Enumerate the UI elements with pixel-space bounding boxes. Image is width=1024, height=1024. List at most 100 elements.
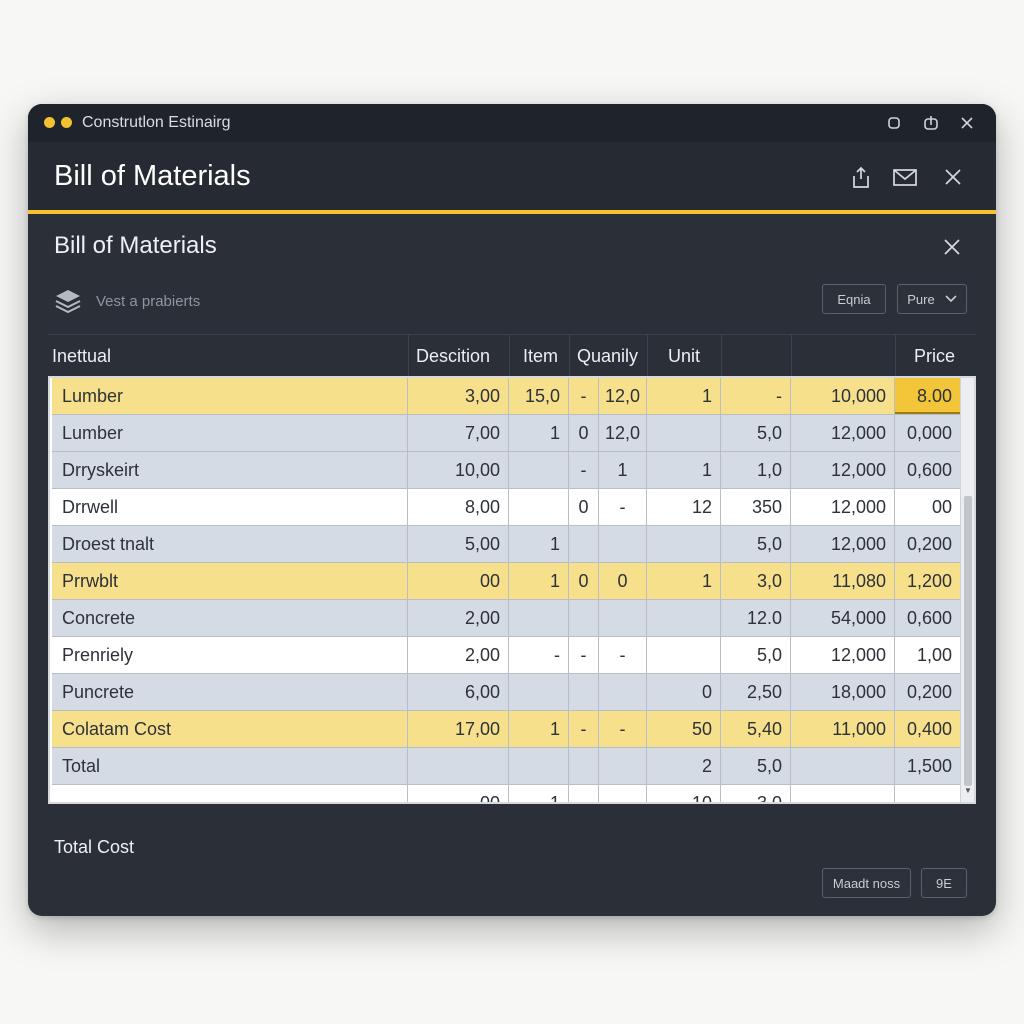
cell-item[interactable]	[509, 674, 569, 710]
cell-unit[interactable]	[647, 637, 721, 673]
cell-price[interactable]: 00	[931, 497, 952, 517]
cell-unit[interactable]: 50	[647, 711, 721, 747]
toolbar-dropdown[interactable]: Pure	[897, 284, 967, 314]
cell-qty-b[interactable]: 12,0	[599, 378, 647, 414]
cell-item[interactable]	[509, 748, 569, 784]
cell-description[interactable]: 00	[408, 785, 509, 802]
cell-description[interactable]: 10,00	[408, 452, 509, 488]
share-icon[interactable]	[848, 164, 874, 190]
table-row[interactable]: Colatam Cost 17,00 1- -50 5,40 11,000 0,400	[52, 711, 960, 748]
cell-material[interactable]: Total	[52, 748, 408, 784]
cell-unit[interactable]: 0	[647, 674, 721, 710]
column-header-description[interactable]: Descition	[416, 346, 491, 366]
cell-unit[interactable]	[647, 526, 721, 562]
cell-qty-a[interactable]	[569, 785, 599, 802]
cell-material[interactable]: Drrwell	[52, 489, 408, 525]
cell-unit[interactable]: 1	[647, 452, 721, 488]
cell-item[interactable]: -	[509, 637, 569, 673]
cell-item[interactable]: 1	[509, 563, 569, 599]
cell-unit[interactable]	[647, 600, 721, 636]
table-row[interactable]: Puncrete 6,00 0 2,50 18,000 0,200	[52, 674, 960, 711]
cell-description[interactable]: 2,00	[408, 600, 509, 636]
cell-item[interactable]: 1	[509, 785, 569, 802]
cell-item[interactable]: 1	[509, 526, 569, 562]
table-row[interactable]: Concrete 2,00 12.0 54,000 0,600	[52, 600, 960, 637]
cell-amount[interactable]	[791, 785, 895, 802]
materials-table[interactable]: Lumber 3,00 15,0-12,0 1-10,000 8.00 Lumber 7,0…	[48, 376, 976, 804]
cell-price[interactable]: 0,000	[906, 423, 952, 443]
cell-material[interactable]: Prrwblt	[52, 563, 408, 599]
cell-qty-a[interactable]	[569, 600, 599, 636]
vertical-scrollbar[interactable]: ▼	[960, 378, 974, 802]
cell-material[interactable]: Colatam Cost	[52, 711, 408, 747]
cell-item[interactable]	[509, 452, 569, 488]
cell-qty-a[interactable]: -	[569, 637, 599, 673]
cell-amount[interactable]: 12,000	[791, 452, 895, 488]
table-row[interactable]: Droest tnalt 5,00 1 5,0 12,000 0,200	[52, 526, 960, 563]
cell-description[interactable]	[408, 748, 509, 784]
cell-qty-b[interactable]: 0	[599, 563, 647, 599]
cell-amount[interactable]: 18,000	[791, 674, 895, 710]
cell-qty-b[interactable]	[599, 785, 647, 802]
minimize-icon[interactable]	[884, 113, 904, 133]
cell-material[interactable]: Puncrete	[52, 674, 408, 710]
cell-amount[interactable]: 12,000	[791, 526, 895, 562]
cell-unit-rate[interactable]: 5,0	[721, 637, 791, 673]
cell-unit-rate[interactable]: 2,50	[721, 674, 791, 710]
cell-unit[interactable]: 1	[647, 563, 721, 599]
cell-qty-b[interactable]	[599, 526, 647, 562]
footer-button-left[interactable]: Maadt noss	[822, 868, 911, 898]
panel-close-icon[interactable]	[942, 237, 962, 257]
window-dot-1[interactable]	[44, 117, 55, 128]
cell-item[interactable]	[509, 489, 569, 525]
cell-qty-a[interactable]: 0	[569, 489, 599, 525]
cell-amount[interactable]: 12,000	[791, 415, 895, 451]
column-header-material[interactable]: Inettual	[52, 346, 112, 366]
cell-material[interactable]: Drryskeirt	[52, 452, 408, 488]
cell-unit-rate[interactable]: 3,0	[721, 563, 791, 599]
cell-unit[interactable]: 10	[647, 785, 721, 802]
cell-unit[interactable]	[647, 415, 721, 451]
cell-amount[interactable]: 54,000	[791, 600, 895, 636]
cell-qty-b[interactable]	[599, 674, 647, 710]
cell-qty-b[interactable]: 12,0	[599, 415, 647, 451]
cell-material[interactable]: Prenrielу	[52, 637, 408, 673]
filter-label[interactable]: Vest a prabierts	[96, 293, 201, 310]
table-row[interactable]: Lumber 7,00 1 0 12,0 5,0 12,000 0,000	[52, 415, 960, 452]
cell-qty-b[interactable]: -	[599, 711, 647, 747]
cell-item[interactable]: 15,0	[509, 378, 569, 414]
cell-amount[interactable]	[791, 748, 895, 784]
toolbar-button-left[interactable]: Eqnia	[822, 284, 886, 314]
table-row[interactable]: Prenrielу 2,00- - -5,0 12,000 1,00	[52, 637, 960, 674]
cell-description[interactable]: 5,00	[408, 526, 509, 562]
cell-amount[interactable]: 10,000	[791, 378, 895, 414]
cell-material[interactable]: Concrete	[52, 600, 408, 636]
cell-qty-a[interactable]	[569, 526, 599, 562]
cell-price[interactable]: 1,500	[906, 756, 952, 776]
cell-unit-rate[interactable]: 5,0	[721, 748, 791, 784]
cell-price[interactable]: 1,200	[906, 571, 952, 591]
cell-price[interactable]: 0,600	[906, 460, 952, 480]
cell-qty-b[interactable]	[599, 748, 647, 784]
column-header-item[interactable]: Item	[523, 346, 559, 366]
table-row[interactable]: Drryskeirt 10,00-1 1 1,0 12,000 0,600	[52, 452, 960, 489]
cell-qty-a[interactable]: 0	[569, 563, 599, 599]
cell-qty-a[interactable]: 0	[569, 415, 599, 451]
cell-unit-rate[interactable]: 12.0	[721, 600, 791, 636]
cell-material[interactable]: Lumber	[52, 378, 408, 414]
cell-amount[interactable]: 11,080	[791, 563, 895, 599]
cell-unit-rate[interactable]: 3,0	[721, 785, 791, 802]
cell-amount[interactable]: 12,000	[791, 489, 895, 525]
table-row[interactable]: Drrwell 8,00 0-12 350 12,000 00	[52, 489, 960, 526]
cell-unit-rate[interactable]: 350	[721, 489, 791, 525]
cell-unit-rate[interactable]: -	[721, 378, 791, 414]
cell-unit[interactable]: 12	[647, 489, 721, 525]
scroll-down-icon[interactable]: ▼	[964, 786, 972, 795]
cell-amount[interactable]: 12,000	[791, 637, 895, 673]
table-row[interactable]: Lumber 3,00 15,0-12,0 1-10,000 8.00	[52, 378, 960, 415]
cell-item[interactable]: 1	[509, 415, 569, 451]
cell-description[interactable]: 6,00	[408, 674, 509, 710]
table-row[interactable]: Prrwblt 00 1 0 0 1 3,0 11,080 1,200	[52, 563, 960, 600]
cell-qty-b[interactable]: -	[599, 489, 647, 525]
cell-unit-rate[interactable]: 5,40	[721, 711, 791, 747]
